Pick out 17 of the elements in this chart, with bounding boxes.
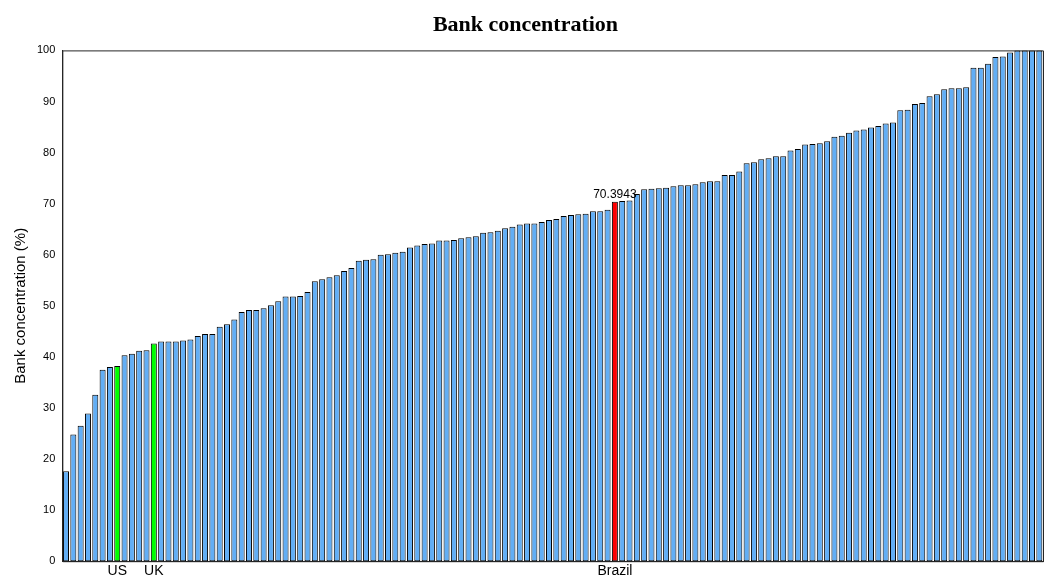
y-tick-label: 90 — [43, 94, 56, 107]
x-tick-label: UK — [144, 562, 165, 579]
y-tick-label: 100 — [36, 43, 56, 56]
y-tick-label: 40 — [43, 349, 56, 362]
data-label: 70.3943 — [593, 186, 637, 201]
y-tick-label: 10 — [43, 503, 56, 516]
y-tick-label: 70 — [43, 196, 56, 209]
y-axis-title: Bank concentration (%) — [11, 227, 29, 384]
y-tick-label: 50 — [43, 298, 56, 311]
y-tick-label: 30 — [43, 400, 56, 413]
x-tick-label: US — [107, 562, 127, 579]
y-tick-label: 0 — [49, 554, 56, 567]
x-tick-label: Brazil — [597, 562, 633, 579]
chart-title: Bank concentration — [432, 10, 619, 36]
y-tick-label: 80 — [43, 145, 56, 158]
y-tick-label: 60 — [43, 247, 56, 260]
y-tick-label: 20 — [43, 452, 56, 465]
